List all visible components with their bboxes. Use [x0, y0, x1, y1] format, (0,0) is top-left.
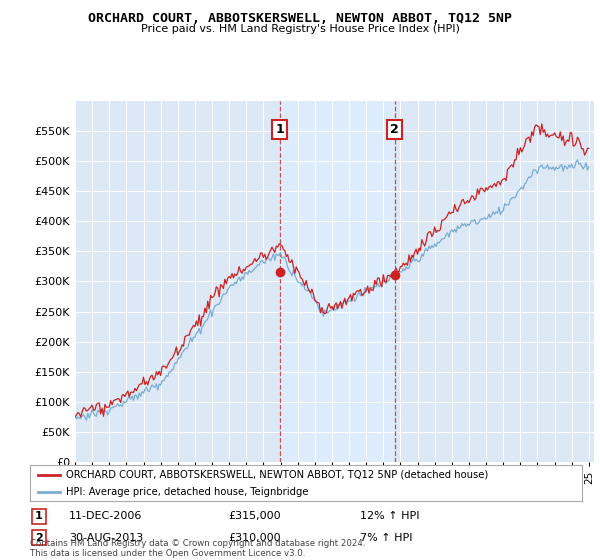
Text: £315,000: £315,000 — [228, 511, 281, 521]
Text: 7% ↑ HPI: 7% ↑ HPI — [360, 533, 413, 543]
Text: 1: 1 — [35, 511, 43, 521]
Text: ORCHARD COURT, ABBOTSKERSWELL, NEWTON ABBOT, TQ12 5NP (detached house): ORCHARD COURT, ABBOTSKERSWELL, NEWTON AB… — [66, 470, 488, 479]
Text: ORCHARD COURT, ABBOTSKERSWELL, NEWTON ABBOT, TQ12 5NP: ORCHARD COURT, ABBOTSKERSWELL, NEWTON AB… — [88, 12, 512, 25]
Bar — [280, 101, 395, 462]
Text: 12% ↑ HPI: 12% ↑ HPI — [360, 511, 419, 521]
Text: 30-AUG-2013: 30-AUG-2013 — [69, 533, 143, 543]
Text: Contains HM Land Registry data © Crown copyright and database right 2024.
This d: Contains HM Land Registry data © Crown c… — [30, 539, 365, 558]
Text: £310,000: £310,000 — [228, 533, 281, 543]
Text: Price paid vs. HM Land Registry's House Price Index (HPI): Price paid vs. HM Land Registry's House … — [140, 24, 460, 34]
Text: 11-DEC-2006: 11-DEC-2006 — [69, 511, 142, 521]
Text: 2: 2 — [35, 533, 43, 543]
Text: 1: 1 — [275, 123, 284, 136]
Text: HPI: Average price, detached house, Teignbridge: HPI: Average price, detached house, Teig… — [66, 487, 308, 497]
Text: 2: 2 — [390, 123, 399, 136]
